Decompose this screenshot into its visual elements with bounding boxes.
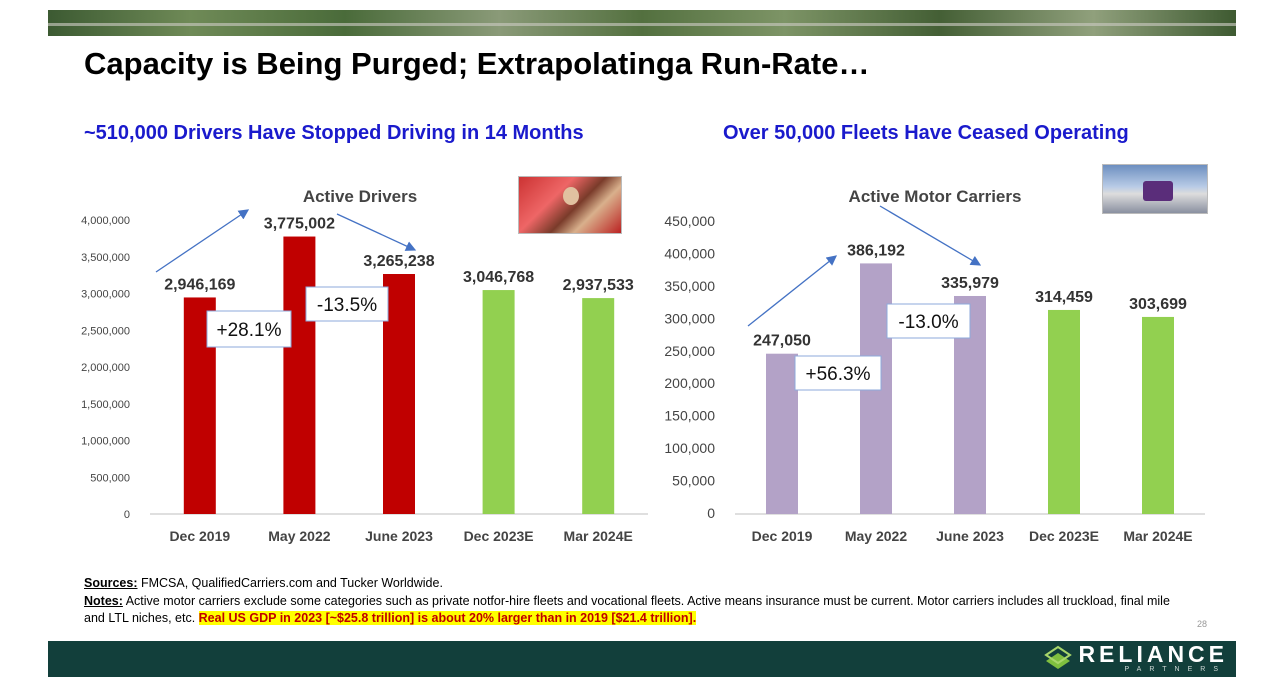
- change-annotation-text: +28.1%: [217, 320, 282, 341]
- notes-text: Active motor carriers exclude some categ…: [84, 593, 1170, 626]
- x-tick-label: June 2023: [936, 528, 1004, 544]
- reliance-logo: RELIANCE PARTNERS: [1044, 643, 1228, 673]
- bar: [1048, 309, 1080, 514]
- y-tick-label: 1,000,000: [81, 436, 130, 448]
- logo-name: RELIANCE: [1078, 641, 1228, 667]
- logo-sub: PARTNERS: [1124, 666, 1226, 673]
- data-label: 335,979: [941, 275, 999, 292]
- data-label: 303,699: [1129, 296, 1187, 313]
- chart-title: Active Drivers: [303, 187, 417, 206]
- change-annotation-box: [206, 310, 292, 348]
- change-annotation-text: -13.0%: [898, 312, 958, 333]
- bar: [283, 236, 316, 514]
- trend-arrow: [155, 209, 250, 273]
- y-tick-label: 150,000: [664, 408, 715, 424]
- change-annotation-box: [794, 355, 882, 391]
- notes-line: Notes: Active motor carriers exclude som…: [84, 593, 1174, 628]
- x-tick-label: Dec 2023E: [464, 528, 534, 544]
- data-label: 314,459: [1035, 289, 1093, 306]
- x-tick-label: Mar 2024E: [1123, 528, 1192, 544]
- notes-label: Notes:: [84, 593, 123, 608]
- right-subtitle: Over 50,000 Fleets Have Ceased Operating: [723, 122, 1129, 144]
- x-tick-label: Dec 2019: [752, 528, 813, 544]
- page-number: 28: [1197, 619, 1208, 629]
- bar: [1142, 316, 1174, 514]
- change-annotation-box: [305, 286, 389, 322]
- y-tick-label: 0: [124, 509, 130, 521]
- sources-notes: Sources: FMCSA, QualifiedCarriers.com an…: [84, 575, 1174, 628]
- data-label: 386,192: [847, 242, 905, 259]
- y-tick-label: 400,000: [664, 245, 715, 261]
- sources-text: FMCSA, QualifiedCarriers.com and Tucker …: [137, 576, 443, 590]
- gdp-highlight: Real US GDP in 2023 [~$25.8 trillion] is…: [198, 611, 697, 625]
- y-tick-label: 200,000: [664, 375, 715, 391]
- data-label: 3,265,238: [363, 253, 434, 270]
- y-tick-label: 100,000: [664, 440, 715, 456]
- data-label: 247,050: [753, 333, 811, 350]
- y-tick-label: 350,000: [664, 278, 715, 294]
- trend-arrow: [879, 205, 982, 266]
- y-tick-label: 50,000: [672, 473, 715, 489]
- x-tick-label: June 2023: [365, 528, 433, 544]
- sources-line: Sources: FMCSA, QualifiedCarriers.com an…: [84, 575, 1174, 593]
- y-tick-label: 1,500,000: [81, 399, 130, 411]
- y-tick-label: 3,000,000: [81, 289, 130, 301]
- x-tick-label: May 2022: [845, 528, 907, 544]
- footer-bar: RELIANCE PARTNERS: [48, 641, 1236, 677]
- truck-photo: [1102, 164, 1208, 214]
- y-tick-label: 250,000: [664, 343, 715, 359]
- change-annotation-text: -13.5%: [317, 295, 377, 316]
- active-motor-carriers-chart: Active Motor Carriers 0 50,000 100,000 150,0…: [664, 187, 1205, 544]
- y-tick-label: 3,500,000: [81, 252, 130, 264]
- active-drivers-chart: Active Drivers 0 500,000 1,000,000 1,500,000…: [81, 187, 648, 544]
- y-tick-label: 450,000: [664, 213, 715, 229]
- chart-title: Active Motor Carriers: [849, 187, 1022, 206]
- y-tick-label: 2,500,000: [81, 325, 130, 337]
- x-tick-label: Dec 2023E: [1029, 528, 1099, 544]
- trend-arrow: [336, 213, 417, 251]
- page-title: Capacity is Being Purged; Extrapolatinga…: [84, 46, 870, 81]
- change-annotation-text: +56.3%: [806, 364, 871, 385]
- sources-label: Sources:: [84, 576, 138, 590]
- header-banner-image: [48, 10, 1236, 36]
- x-tick-label: Mar 2024E: [564, 528, 633, 544]
- logo-icon: [1044, 645, 1073, 669]
- driver-photo: [518, 176, 622, 234]
- data-label: 2,937,533: [563, 277, 634, 294]
- trend-arrow: [747, 255, 838, 327]
- bar: [482, 290, 515, 514]
- data-label: 3,046,768: [463, 269, 534, 286]
- x-tick-label: May 2022: [268, 528, 330, 544]
- change-annotation-box: [886, 303, 971, 339]
- x-tick-label: Dec 2019: [169, 528, 230, 544]
- y-tick-label: 0: [707, 505, 715, 521]
- bar: [766, 353, 798, 514]
- y-tick-label: 4,000,000: [81, 215, 130, 227]
- y-tick-label: 300,000: [664, 310, 715, 326]
- bar: [582, 298, 615, 514]
- y-tick-label: 500,000: [90, 472, 130, 484]
- y-tick-label: 2,000,000: [81, 362, 130, 374]
- data-label: 2,946,169: [164, 276, 235, 293]
- data-label: 3,775,002: [264, 216, 335, 233]
- left-subtitle: ~510,000 Drivers Have Stopped Driving in…: [84, 122, 584, 144]
